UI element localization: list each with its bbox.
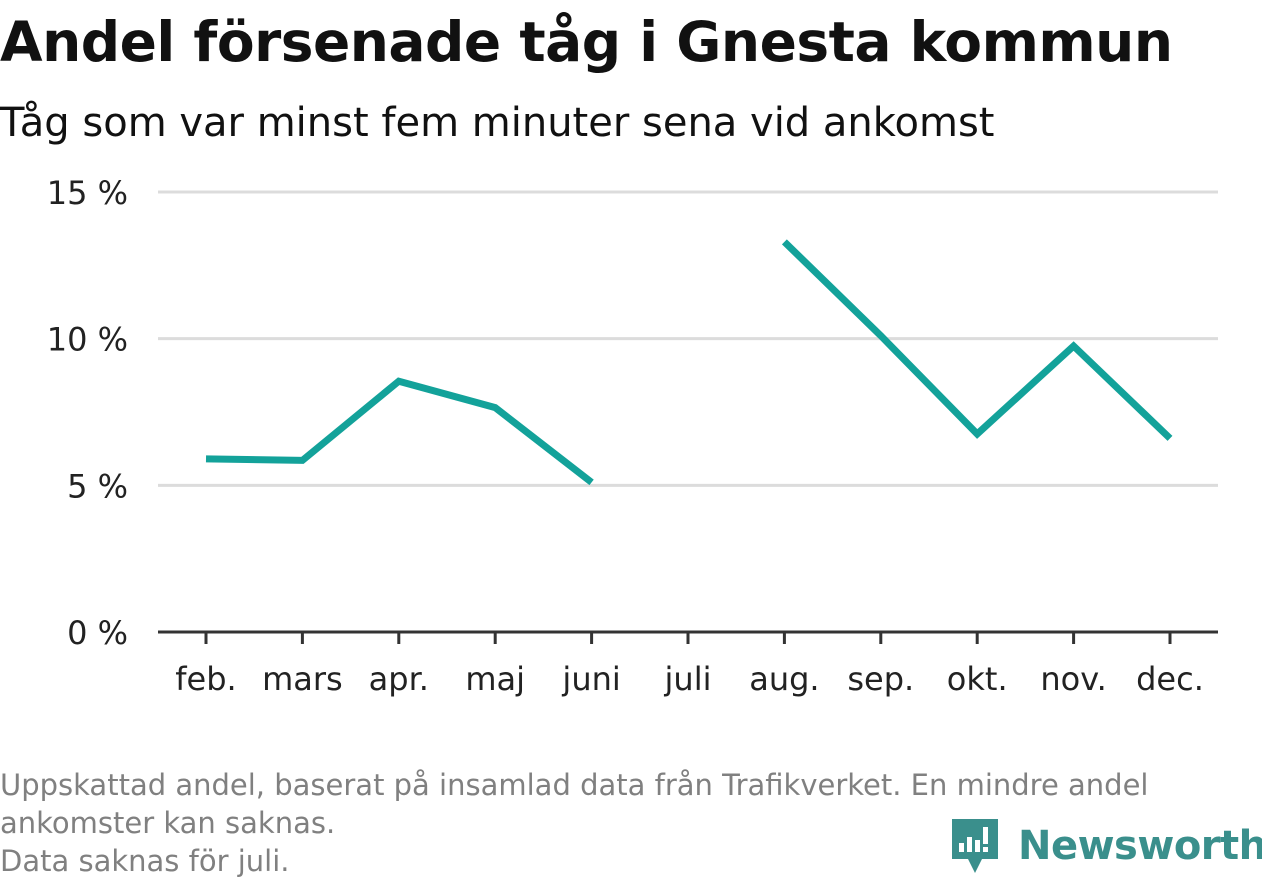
- series-lines: [205, 239, 1173, 486]
- x-tick-label: okt.: [947, 660, 1008, 698]
- y-tick-label-10: 10 %: [47, 321, 128, 359]
- x-tick-label: apr.: [369, 660, 429, 698]
- chart-subtitle: Tåg som var minst fem minuter sena vid a…: [0, 100, 995, 146]
- footnote-line-3: Data saknas för juli.: [0, 844, 290, 878]
- x-tick-label: nov.: [1040, 660, 1106, 698]
- gridlines: [158, 190, 1218, 487]
- y-axis-tick-labels: 0 % 5 % 10 % 15 %: [47, 174, 128, 652]
- x-tick-label: juni: [561, 660, 620, 698]
- logo-text: Newsworthy: [1018, 823, 1262, 869]
- chart-title: Andel försenade tåg i Gnesta kommun: [0, 10, 1173, 74]
- y-tick-label-5: 5 %: [67, 467, 128, 505]
- x-tick-label: dec.: [1136, 660, 1204, 698]
- y-tick-label-0: 0 %: [67, 614, 128, 652]
- x-tick-label: aug.: [749, 660, 819, 698]
- y-tick-label-15: 15 %: [47, 174, 128, 212]
- x-axis-tick-labels: feb. mars apr. maj juni juli aug. sep. okt. nov. d…: [175, 660, 1204, 698]
- x-tick-label: juli: [664, 660, 712, 698]
- newsworthy-logo: Newsworthy: [948, 816, 1262, 876]
- footnote-line-1: Uppskattad andel, baserat på insamlad da…: [0, 768, 1149, 802]
- series-line-segment-2: [781, 239, 1173, 441]
- x-tick-label: feb.: [175, 660, 236, 698]
- x-tick-label: mars: [262, 660, 343, 698]
- x-axis: [158, 630, 1218, 644]
- footnote-line-2: ankomster kan saknas.: [0, 806, 336, 840]
- newsworthy-logo-icon: [952, 819, 998, 873]
- x-tick-label: maj: [465, 660, 525, 698]
- line-chart: 0 % 5 % 10 % 15 % feb. mars apr. maj juni juli au…: [47, 174, 1218, 698]
- series-line-segment-1: [205, 377, 594, 486]
- x-tick-label: sep.: [847, 660, 914, 698]
- footnote: Uppskattad andel, baserat på insamlad da…: [0, 766, 1250, 880]
